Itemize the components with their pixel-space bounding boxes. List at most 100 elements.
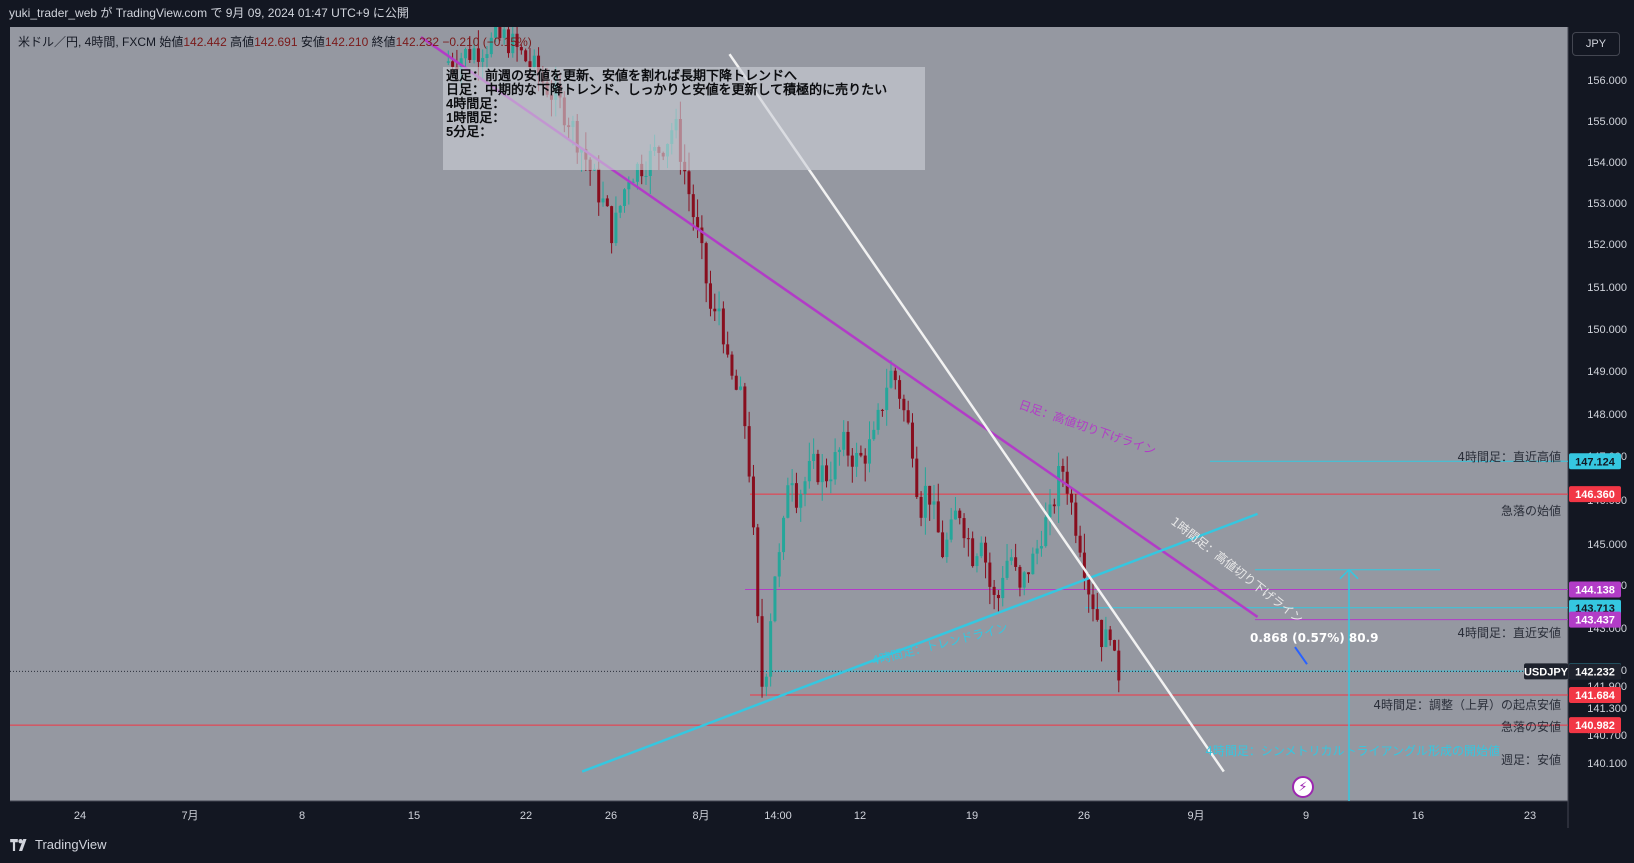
y-axis-tick-label: 148.000 [1587,409,1627,421]
x-axis-tick-label: 24 [74,810,86,822]
candle-body [812,453,816,461]
flash-icon[interactable]: ⚡ [1292,776,1314,798]
candle-body [463,49,467,59]
candle-body [880,409,884,411]
candle-body [644,175,648,177]
y-axis-tick-label: 152.000 [1587,239,1627,251]
note-4h: 4時間足： [446,96,506,111]
y-axis-tick-label: 145.000 [1587,539,1627,551]
candle-body [506,29,510,54]
candle-body [945,539,949,558]
candle-body [610,206,614,244]
candle-body [996,594,1000,599]
note-1h: 1時間足： [446,110,506,125]
candle-body [769,621,773,677]
candle-body [1100,619,1104,648]
candle-body [601,198,605,203]
y-axis-tick-label: 151.000 [1587,282,1627,294]
trend-line [728,53,1225,773]
candle-body [850,455,854,467]
candle-body [1048,504,1052,518]
trend-line [581,512,1258,773]
legend-close-label: 終値 [371,35,396,49]
legend-symbol: 米ドル／円, 4時間, FXCM [18,35,157,49]
current-price-bg [1569,663,1621,680]
x-axis-tick-label: 19 [966,810,978,822]
candle-body [889,370,893,388]
candle-body [975,556,979,567]
candle-body [1078,535,1082,553]
candle-body [859,452,863,456]
candle-body [773,576,777,622]
candle-body [910,422,914,459]
candle-body [919,496,923,518]
candle-body [794,483,798,508]
candle-body [923,485,927,518]
annotation-measure: 0.868 (0.57%) 80.9 [1250,631,1379,645]
tradingview-brand[interactable]: TradingView [10,837,107,852]
legend-open-label: 始値 [159,35,184,49]
candle-body [1009,557,1013,561]
candle-body [726,344,730,355]
candle-body [635,163,639,182]
candle-body [868,439,872,464]
y-axis-tick-label: 140.100 [1587,758,1627,770]
candle-body [756,527,760,617]
candle-body [485,54,489,58]
candle-body [932,501,936,505]
candle-body [1061,465,1065,472]
note-daily: 日足：中期的な下降トレンド、しっかりと安値を更新して積極的に売りたい [446,82,888,97]
candle-body [1117,650,1121,681]
level-label: 4時間足：直近安値 [1457,625,1561,640]
price-label-bg [1569,581,1621,598]
candle-body [519,47,523,51]
candle-body [966,538,970,540]
candle-body [717,308,721,312]
candle-body [906,410,910,423]
candle-body [842,431,846,450]
x-axis-tick-label: 9 [1303,810,1309,822]
candle-body [747,426,751,477]
candle-body [1065,471,1069,494]
candle-body [992,586,996,595]
candle-body [855,452,859,467]
candle-body [623,189,627,206]
candle-body [1039,546,1043,549]
candle-body [1104,629,1108,648]
candle-body [640,163,644,177]
candle-body [631,181,635,183]
current-price-label: 142.232 [1575,666,1615,678]
candle-body [979,542,983,557]
candle-body [489,37,493,55]
price-label: 144.138 [1575,585,1615,597]
candle-body [1108,629,1112,641]
candle-body [627,182,631,190]
analysis-note[interactable]: 週足：前週の安値を更新、安値を割れば長期下降トレンドへ 日足：中期的な下降トレン… [443,67,925,170]
x-axis-tick-label: 15 [408,810,420,822]
x-axis-tick-label: 8 [299,810,305,822]
candle-body [885,387,889,411]
candle-body [498,26,502,38]
tradingview-logo-icon [10,838,27,851]
candle-body [476,48,480,62]
x-axis-tick-label: 7月 [181,810,198,822]
candle-body [472,48,476,60]
x-axis-tick-label: 12 [854,810,866,822]
candle-body [696,217,700,228]
candle-body [953,510,957,520]
candle-body [984,542,988,563]
candle-body [958,510,962,519]
candle-body [614,212,618,244]
y-axis-tick-label: 149.000 [1587,366,1627,378]
candle-body [760,616,764,687]
candle-body [1087,577,1091,595]
publish-text: yuki_trader_web が TradingView.com で 9月 0… [9,6,409,20]
candle-body [691,194,695,218]
legend-change: −0.210 (−0.15%) [442,35,532,49]
candle-body [1082,552,1086,578]
annotation-triangle: 4時間足：シンメトリカルトライアングル形成の開始値 [1205,743,1500,758]
currency-button[interactable]: JPY [1572,32,1620,56]
price-label: 140.982 [1575,720,1615,732]
candle-body [898,380,902,399]
candle-body [1031,553,1035,575]
